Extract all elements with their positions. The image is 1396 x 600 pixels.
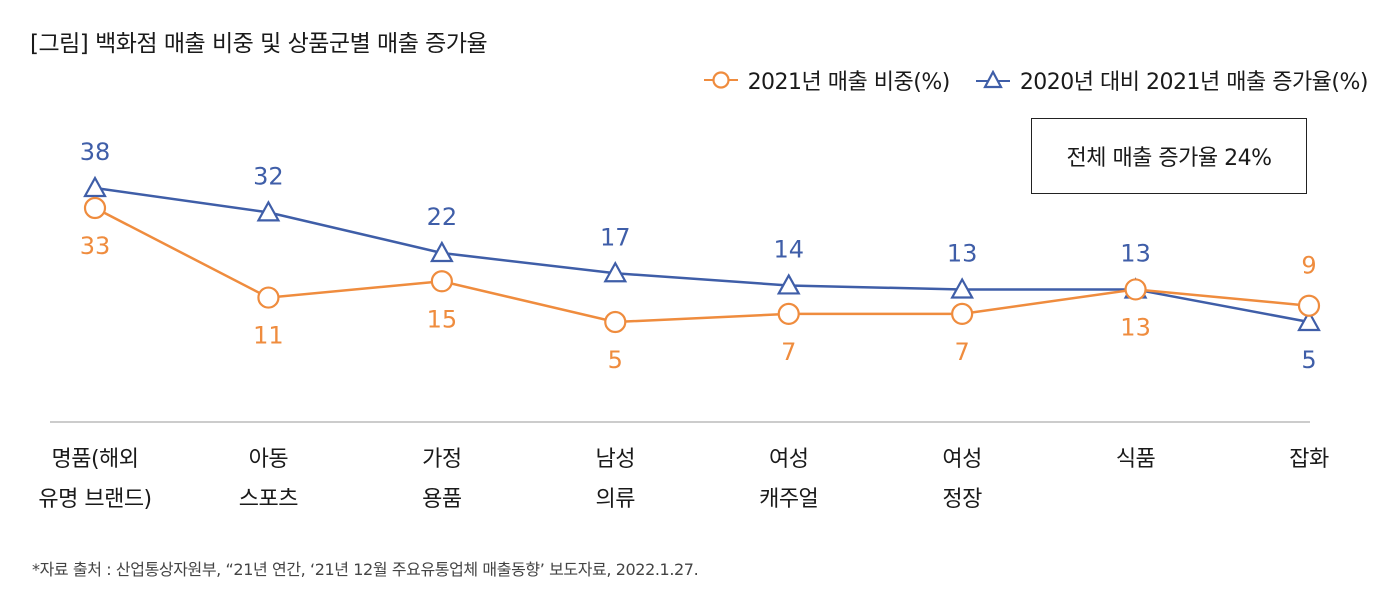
x-tick-label-line: 남성 xyxy=(595,447,636,472)
share-data-label-5: 7 xyxy=(955,338,970,366)
growth-data-label-1: 32 xyxy=(253,162,284,190)
x-tick-label-line: 의류 xyxy=(595,487,636,512)
share-data-label-4: 7 xyxy=(781,338,796,366)
x-tick-label-line: 용품 xyxy=(422,487,462,512)
x-tick-label-line: 명품(해외 xyxy=(51,447,139,472)
growth-data-label-5: 13 xyxy=(947,240,978,268)
share-data-label-2: 15 xyxy=(427,305,458,333)
x-tick-label-6: 식품 xyxy=(1056,440,1216,480)
growth-point-2 xyxy=(429,240,454,263)
source-note: *자료 출처 : 산업통상자원부, “21년 연간, ‘21년 12월 주요유통… xyxy=(32,560,699,579)
share-data-label-6: 13 xyxy=(1120,313,1151,341)
x-tick-label-line: 캐주얼 xyxy=(759,487,819,512)
share-point-2 xyxy=(430,270,453,293)
x-tick-label-line: 가정 xyxy=(422,447,462,472)
growth-point-4 xyxy=(776,273,801,295)
x-tick-label-7: 잡화 xyxy=(1229,440,1389,480)
growth-data-label-2: 22 xyxy=(427,203,458,231)
share-point-7 xyxy=(1297,294,1321,317)
growth-data-label-0: 38 xyxy=(80,138,111,166)
share-point-0 xyxy=(83,196,107,220)
series-line-share xyxy=(94,206,1310,324)
legend-item-share: 2021년 매출 비중(%) xyxy=(703,64,951,96)
legend-circle-marker-icon xyxy=(703,71,738,89)
x-tick-label-line: 여성 xyxy=(768,447,809,472)
share-point-4 xyxy=(777,302,800,325)
growth-point-5 xyxy=(950,277,975,299)
series-line-growth xyxy=(94,186,1310,324)
share-point-6 xyxy=(1124,278,1147,301)
x-tick-label-line: 여성 xyxy=(942,447,982,472)
x-tick-label-line: 정장 xyxy=(942,487,982,512)
x-tick-label-line: 아동 xyxy=(248,447,289,472)
legend-triangle-marker-icon xyxy=(975,70,1010,89)
share-data-label-0: 33 xyxy=(80,232,111,260)
share-data-label-1: 11 xyxy=(253,322,284,350)
legend-item-growth: 2020년 대비 2021년 매출 증가율(%) xyxy=(975,64,1369,96)
chart-title: [그림] 백화점 매출 비중 및 상품군별 매출 증가율 xyxy=(30,31,488,57)
growth-data-label-6: 13 xyxy=(1120,240,1151,268)
x-tick-label-line: 스포츠 xyxy=(238,487,299,512)
growth-data-label-3: 17 xyxy=(600,223,631,251)
x-tick-label-line: 잡화 xyxy=(1289,447,1329,472)
share-data-label-7: 9 xyxy=(1301,252,1316,280)
growth-data-label-4: 14 xyxy=(773,235,804,263)
summary-box: 전체 매출 증가율 24% xyxy=(1031,118,1307,194)
legend: 2021년 매출 비중(%) 2020년 대비 2021년 매출 증가율(%) xyxy=(678,64,1369,96)
growth-point-7 xyxy=(1297,309,1321,332)
x-tick-label-line: 유명 브랜드) xyxy=(38,487,152,512)
growth-point-1 xyxy=(256,200,281,222)
share-data-label-3: 5 xyxy=(608,346,623,374)
growth-point-3 xyxy=(603,261,628,283)
growth-point-0 xyxy=(83,175,107,198)
x-tick-label-line: 식품 xyxy=(1115,447,1156,472)
share-point-1 xyxy=(257,286,280,309)
legend-growth-label: 2020년 대비 2021년 매출 증가율(%) xyxy=(1019,70,1369,95)
share-point-5 xyxy=(951,302,974,325)
growth-data-label-7: 5 xyxy=(1301,346,1316,374)
legend-share-label: 2021년 매출 비중(%) xyxy=(747,70,951,95)
share-point-3 xyxy=(604,310,627,334)
